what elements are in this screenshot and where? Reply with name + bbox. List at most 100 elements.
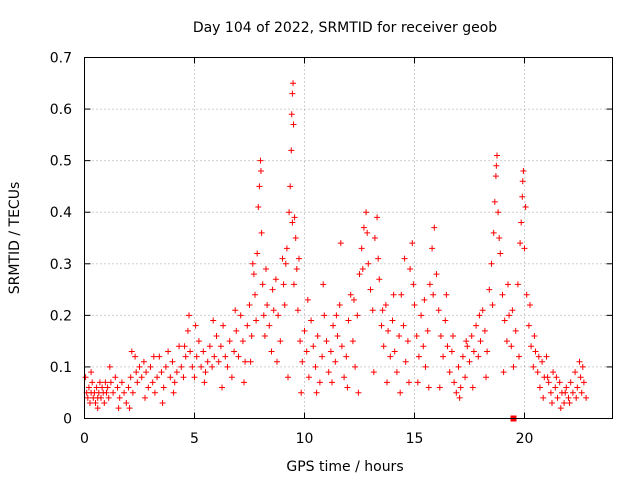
data-point [280, 281, 287, 288]
data-point [305, 374, 312, 381]
data-point [89, 379, 96, 386]
data-point [312, 363, 319, 370]
data-point [422, 363, 429, 370]
data-point [365, 260, 372, 267]
data-point [431, 224, 438, 231]
y-tick-label: 0.4 [50, 205, 72, 221]
data-point [456, 394, 463, 401]
data-point [125, 384, 132, 391]
data-point [288, 147, 295, 154]
data-point [455, 363, 462, 370]
data-point [404, 338, 411, 345]
data-point [150, 353, 157, 360]
data-point [105, 394, 112, 401]
x-tick-label: 0 [80, 431, 89, 447]
data-point [462, 374, 469, 381]
data-point [424, 327, 431, 334]
y-tick-label: 0.6 [50, 102, 72, 118]
data-point [298, 389, 305, 396]
data-point [330, 322, 337, 329]
data-point [259, 281, 266, 288]
data-point [304, 296, 311, 303]
data-point [134, 379, 141, 386]
data-point [393, 369, 400, 376]
data-point [401, 255, 408, 262]
data-point [254, 250, 261, 257]
data-point [261, 332, 268, 339]
data-point [436, 384, 443, 391]
data-point [98, 394, 104, 401]
data-point [132, 353, 139, 360]
data-point [237, 312, 244, 319]
data-point [380, 343, 387, 350]
data-point [536, 384, 543, 391]
data-point [94, 405, 101, 412]
data-point [211, 353, 218, 360]
data-point [247, 358, 254, 365]
data-point [320, 281, 327, 288]
data-point [557, 405, 564, 412]
data-point [573, 394, 580, 401]
data-point [547, 389, 554, 396]
data-point [390, 291, 397, 298]
data-point [499, 291, 506, 298]
data-point [486, 286, 493, 293]
data-point [170, 389, 177, 396]
data-point [389, 317, 396, 324]
data-point [343, 353, 350, 360]
y-tick-label: 0.1 [50, 360, 72, 376]
data-point [266, 322, 273, 329]
data-point [554, 394, 561, 401]
data-point [138, 374, 145, 381]
data-point [209, 363, 216, 370]
data-point [531, 332, 538, 339]
data-point [453, 389, 460, 396]
x-tick-label: 5 [190, 431, 199, 447]
data-point [492, 173, 499, 180]
data-point [258, 229, 265, 236]
data-point [82, 374, 89, 381]
data-point [154, 374, 161, 381]
data-point [567, 379, 574, 386]
data-point [519, 178, 526, 185]
data-point [490, 229, 497, 236]
data-point [338, 343, 345, 350]
data-point [391, 348, 398, 355]
data-point [255, 204, 262, 211]
data-point [550, 369, 557, 376]
data-point [191, 374, 198, 381]
data-point [289, 90, 296, 97]
data-point [101, 400, 108, 407]
data-point [561, 400, 568, 407]
data-point [371, 235, 378, 241]
data-point [308, 317, 315, 324]
data-point [466, 358, 473, 365]
data-point [505, 281, 511, 288]
data-point [115, 405, 122, 412]
data-point [501, 317, 508, 324]
data-point [562, 389, 569, 396]
data-point [299, 358, 306, 365]
data-point [323, 338, 330, 345]
data-point [435, 307, 442, 314]
data-point [263, 265, 269, 272]
data-point [133, 369, 140, 376]
data-point [270, 307, 277, 314]
data-point [437, 332, 444, 339]
data-point [249, 260, 256, 267]
data-point [510, 363, 517, 370]
data-point [102, 379, 109, 386]
data-point [464, 343, 471, 350]
data-point [220, 322, 227, 329]
data-point [479, 307, 486, 314]
data-point [379, 307, 386, 314]
data-point [426, 281, 433, 288]
data-point [92, 400, 99, 407]
data-point [528, 343, 535, 350]
x-tick-label: 15 [406, 431, 424, 447]
data-point [103, 389, 110, 396]
data-point [448, 348, 455, 355]
data-point [110, 389, 117, 396]
data-point [316, 379, 323, 386]
